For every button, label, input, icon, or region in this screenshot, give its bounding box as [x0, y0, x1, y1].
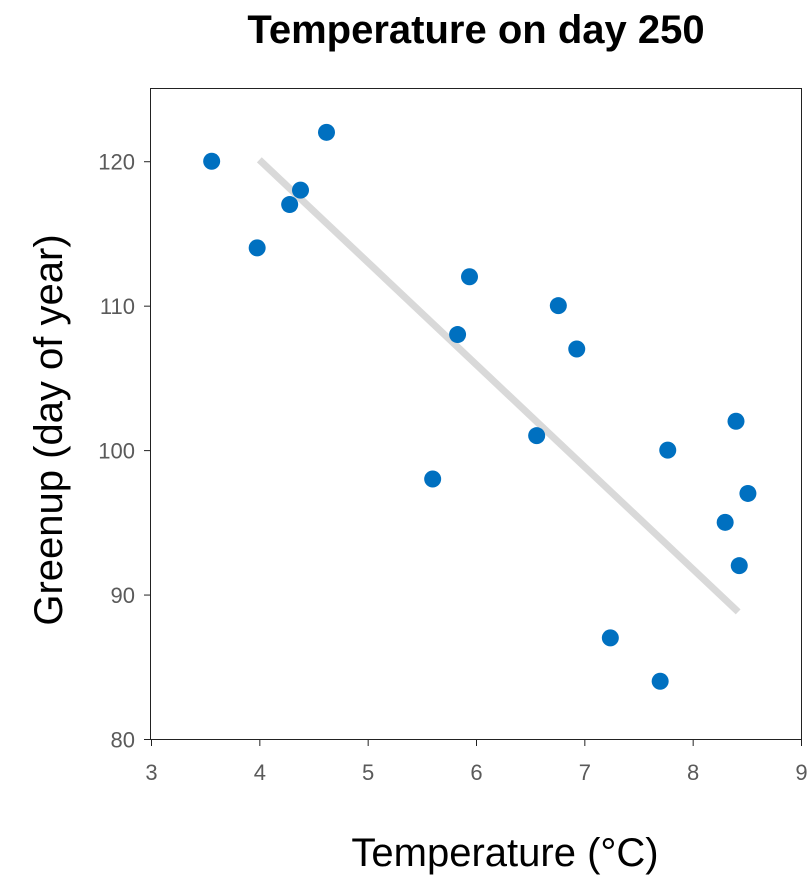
- data-point: [461, 268, 478, 286]
- data-point: [727, 412, 745, 430]
- y-tick-label: 120: [98, 150, 135, 175]
- data-point: [248, 239, 266, 257]
- data-point: [203, 152, 221, 170]
- data-point: [318, 123, 335, 141]
- x-tick-label: 8: [687, 760, 699, 785]
- x-tick-label: 7: [579, 760, 591, 785]
- data-point: [281, 196, 299, 214]
- chart-title: Temperature on day 250: [247, 8, 705, 52]
- data-point: [659, 441, 677, 459]
- y-tick-label: 110: [100, 294, 135, 319]
- data-point: [449, 326, 467, 344]
- data-point: [716, 513, 734, 531]
- plot-area-frame: [150, 88, 802, 740]
- data-point: [424, 470, 442, 488]
- y-tick-label: 80: [111, 728, 135, 753]
- x-axis-title: Temperature (°C): [351, 831, 658, 875]
- x-tick-label: 5: [362, 760, 374, 785]
- data-points-layer: [203, 123, 757, 690]
- x-tick-label: 3: [145, 760, 157, 785]
- data-point: [292, 181, 309, 199]
- y-tick-label: 90: [111, 583, 135, 608]
- data-point: [568, 340, 586, 358]
- y-tick-label: 100: [98, 439, 135, 464]
- x-tick-label: 9: [795, 760, 807, 785]
- data-point: [739, 484, 757, 502]
- axis-ticks-layer: 3 4 5 6 7 8 9 80 90 100 110 120: [98, 150, 807, 785]
- x-tick-label: 4: [254, 760, 266, 785]
- data-point: [601, 629, 619, 647]
- data-point: [528, 427, 546, 445]
- x-tick-label: 6: [470, 760, 482, 785]
- data-point: [730, 557, 748, 575]
- data-point: [549, 297, 567, 315]
- trendline: [256, 157, 741, 615]
- trendline-layer: [256, 157, 741, 615]
- data-point: [651, 672, 669, 690]
- y-axis-title: Greenup (day of year): [27, 234, 71, 625]
